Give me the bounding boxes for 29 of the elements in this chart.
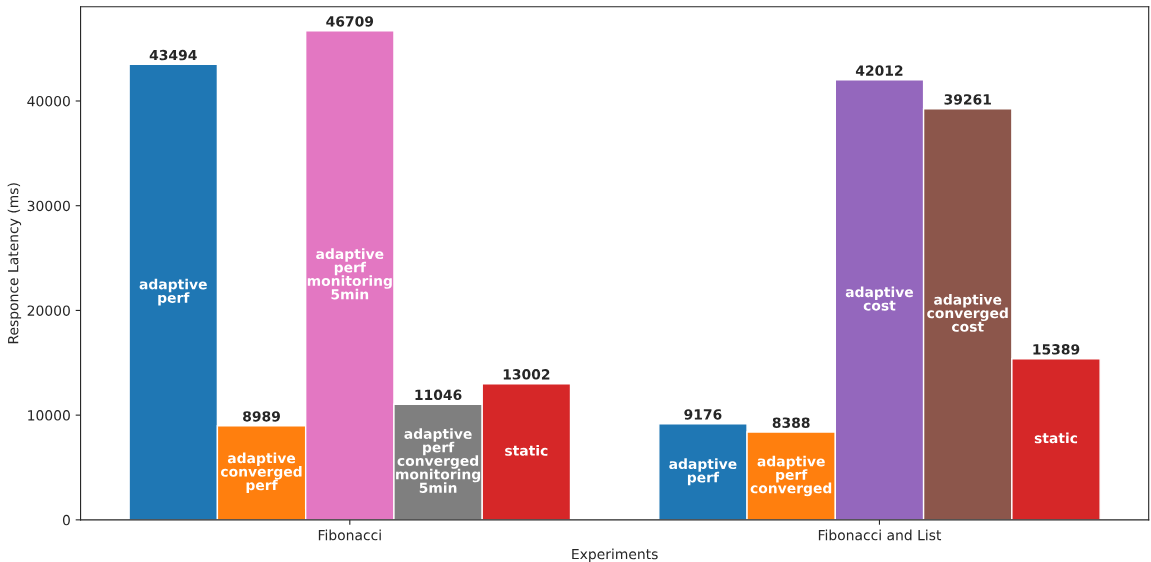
text: static — [1034, 432, 1078, 444]
y-tick-label: 10000 — [28, 410, 70, 421]
text: adaptive perf — [669, 458, 737, 486]
data-label: 43494 — [149, 49, 197, 61]
series-label: adaptive perf — [139, 278, 207, 306]
data-label: 8989 — [243, 411, 280, 422]
y-tick-label: 30000 — [27, 200, 70, 212]
x-axis-title: Experiments — [572, 548, 658, 562]
data-label: 13002 — [503, 369, 550, 380]
series-label: adaptive perf converged monitoring 5min — [396, 428, 481, 494]
series-label: adaptive converged perf — [220, 452, 302, 493]
series-label: adaptive converged cost — [927, 294, 1008, 332]
y-tick-label: 20000 — [27, 305, 70, 316]
x-tick-label: Fibonacci and List — [818, 529, 942, 541]
data-label: 8388 — [772, 417, 810, 428]
data-label: 39261 — [944, 94, 991, 105]
y-axis-title: Responce Latency (ms) — [7, 183, 22, 344]
data-label: 11046 — [415, 389, 462, 401]
series-label: adaptive cost — [845, 286, 914, 311]
y-tick-label: 0 — [62, 514, 70, 526]
data-label: 42012 — [855, 65, 903, 76]
series-label: static — [505, 445, 548, 456]
data-label: 9176 — [684, 409, 722, 420]
data-label: 15389 — [1033, 344, 1080, 355]
data-label: 46709 — [326, 16, 374, 27]
series-label: adaptive perf converged — [750, 455, 832, 497]
y-tick-label: 40000 — [27, 95, 70, 107]
x-tick-label: Fibonacci — [318, 529, 381, 541]
series-label: adaptive perf monitoring 5min — [307, 248, 392, 300]
